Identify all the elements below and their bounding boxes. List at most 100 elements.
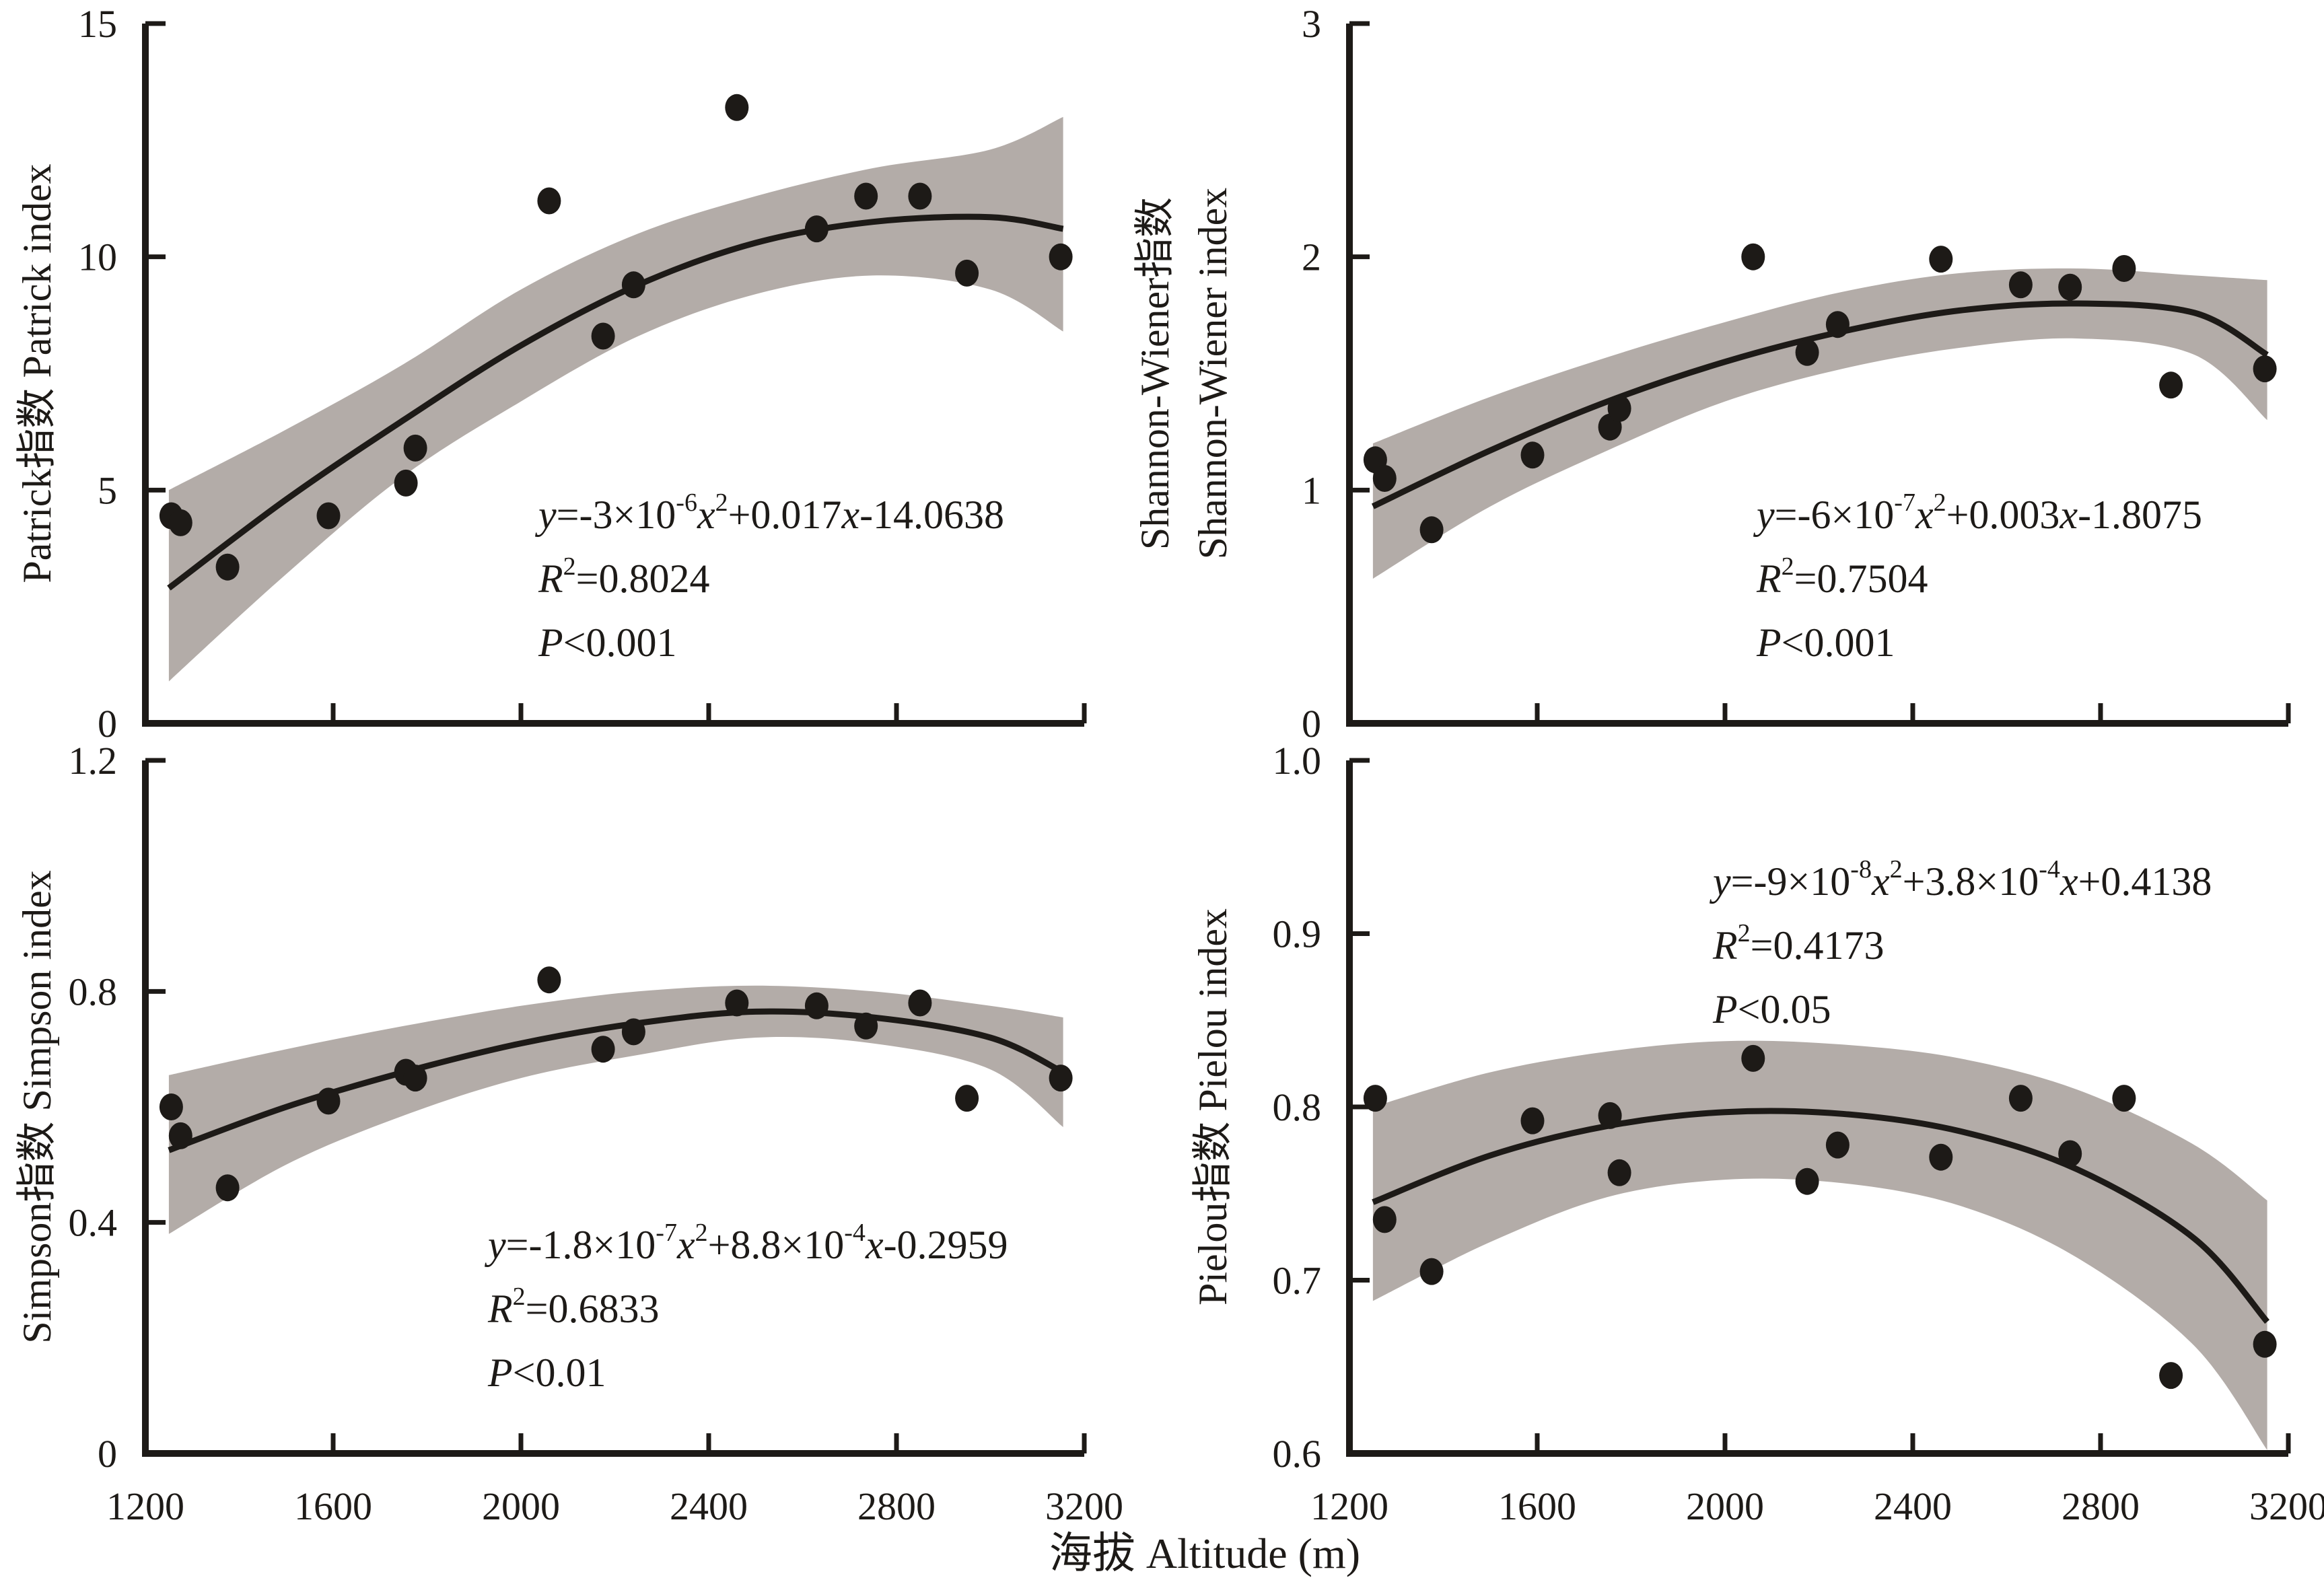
y-tick-label: 1.0 xyxy=(1273,739,1322,783)
data-point xyxy=(621,1018,645,1046)
axis-spines xyxy=(142,24,1084,727)
data-point xyxy=(1372,1206,1397,1233)
data-point xyxy=(2008,271,2033,299)
data-point xyxy=(725,989,749,1017)
data-point xyxy=(854,1012,878,1040)
data-point xyxy=(1741,243,1765,271)
data-point xyxy=(316,502,341,530)
scatter-points xyxy=(159,94,1073,581)
data-point xyxy=(2159,1362,2183,1390)
y-tick-label: 0.4 xyxy=(69,1201,118,1245)
p-value: P<0.01 xyxy=(487,1351,606,1395)
x-tick-label: 1600 xyxy=(1498,1484,1576,1528)
axis-spines xyxy=(1346,760,2288,1457)
data-point xyxy=(2159,371,2183,399)
r-squared-value: R2=0.6833 xyxy=(487,1283,660,1331)
x-tick-label: 3200 xyxy=(1045,1484,1123,1528)
data-point xyxy=(804,992,829,1019)
data-point xyxy=(591,322,615,350)
data-point xyxy=(955,1085,979,1112)
data-point xyxy=(1929,1143,1953,1171)
y-axis-label: Shannon-Wiener指数 xyxy=(1133,197,1177,550)
data-point xyxy=(1607,1159,1631,1186)
x-tick-label: 2000 xyxy=(482,1484,560,1528)
data-point xyxy=(1825,311,1850,338)
fit-curve xyxy=(167,213,1064,591)
data-point xyxy=(2112,255,2136,282)
y-axis-label: Shannon-Wiener index xyxy=(1191,188,1235,559)
x-tick-label: 1600 xyxy=(294,1484,372,1528)
confidence-band xyxy=(168,116,1063,682)
regression-equation: y=-3×10-6x2+0.017x-14.0638 xyxy=(534,489,1004,537)
y-tick-label: 0.7 xyxy=(1273,1259,1322,1303)
scatter-points xyxy=(159,966,1073,1202)
r-squared-value: R2=0.8024 xyxy=(538,552,710,601)
x-tick-label: 2800 xyxy=(857,1484,936,1528)
data-point xyxy=(394,469,418,497)
data-point xyxy=(2112,1085,2136,1112)
y-tick-label: 1.2 xyxy=(69,739,118,783)
x-tick-label: 1200 xyxy=(106,1484,184,1528)
data-point xyxy=(403,1065,427,1092)
data-point xyxy=(725,94,749,121)
panel-pielou: 0.6 0.7 0.8 0.9 1.0 1200 1600 2000 2400 2800 3200 P… xyxy=(1191,739,2324,1528)
p-value: P<0.001 xyxy=(1756,620,1895,665)
y-tick-label: 0.6 xyxy=(1273,1432,1322,1476)
data-point xyxy=(168,509,192,536)
data-point xyxy=(1741,1044,1765,1072)
y-tick-label: 0 xyxy=(98,1432,117,1476)
confidence-band xyxy=(168,985,1063,1234)
y-tick-label: 0 xyxy=(98,702,117,746)
y-tick-label: 5 xyxy=(98,468,117,512)
data-point xyxy=(1049,1065,1073,1092)
regression-equation: y=-9×10-8x2+3.8×10-4x+0.4138 xyxy=(1709,855,2212,904)
y-tick-label: 2 xyxy=(1302,236,1321,279)
x-tick-label: 2000 xyxy=(1686,1484,1764,1528)
data-point xyxy=(537,187,561,215)
data-point xyxy=(215,553,240,581)
y-tick-label: 3 xyxy=(1302,2,1321,46)
data-point xyxy=(2058,1140,2082,1167)
y-tick-label: 1 xyxy=(1302,468,1321,512)
data-point xyxy=(2253,355,2277,383)
y-tick-label: 0.8 xyxy=(69,970,118,1013)
data-point xyxy=(1598,1102,1622,1129)
p-value: P<0.05 xyxy=(1712,987,1831,1032)
y-axis-label: Simpson指数 Simpson index xyxy=(15,870,59,1343)
data-point xyxy=(159,1093,183,1120)
data-point xyxy=(1795,1167,1819,1195)
data-point xyxy=(2058,273,2082,301)
data-point xyxy=(908,989,932,1017)
x-tick-label: 3200 xyxy=(2249,1484,2324,1528)
data-point xyxy=(1607,395,1631,422)
confidence-band xyxy=(1372,1040,2267,1450)
panel-simpson: 0 0.4 0.8 1.2 1200 1600 2000 2400 2800 3200 Simpso… xyxy=(15,739,1123,1528)
data-point xyxy=(955,259,979,287)
x-tick-label: 2400 xyxy=(1874,1484,1952,1528)
y-axis-label: Patrick指数 Patrick index xyxy=(15,164,59,583)
data-point xyxy=(908,182,932,210)
data-point xyxy=(316,1087,341,1115)
r-squared-value: R2=0.7504 xyxy=(1756,552,1928,601)
regression-equation: y=-1.8×10-7x2+8.8×10-4x-0.2959 xyxy=(484,1219,1008,1267)
data-point xyxy=(804,215,829,243)
data-point xyxy=(1419,1258,1444,1285)
x-axis-title: 海拔 Altitude (m) xyxy=(1049,1529,1360,1577)
x-tick-label: 2400 xyxy=(670,1484,748,1528)
scatter-points xyxy=(1363,1044,2277,1390)
data-point xyxy=(1520,1107,1545,1135)
x-tick-label: 1200 xyxy=(1310,1484,1388,1528)
data-point xyxy=(1795,338,1819,366)
y-tick-label: 0.9 xyxy=(1273,912,1322,956)
r-squared-value: R2=0.4173 xyxy=(1712,919,1885,968)
y-axis-label: Pielou指数 Pielou index xyxy=(1191,908,1235,1305)
scatter-points xyxy=(1363,243,2277,544)
panel-shannon-wiener: 0 1 2 3 Shannon-Wiener指数 Shannon-Wiener index… xyxy=(1133,2,2291,746)
panel-patrick: 0 5 10 15 Patrick指数 Patrick index y=-3×10-6x2… xyxy=(15,2,1087,746)
data-point xyxy=(537,966,561,994)
data-point xyxy=(1520,441,1545,469)
fit-curve xyxy=(1372,1108,2270,1324)
p-value: P<0.001 xyxy=(538,620,677,665)
